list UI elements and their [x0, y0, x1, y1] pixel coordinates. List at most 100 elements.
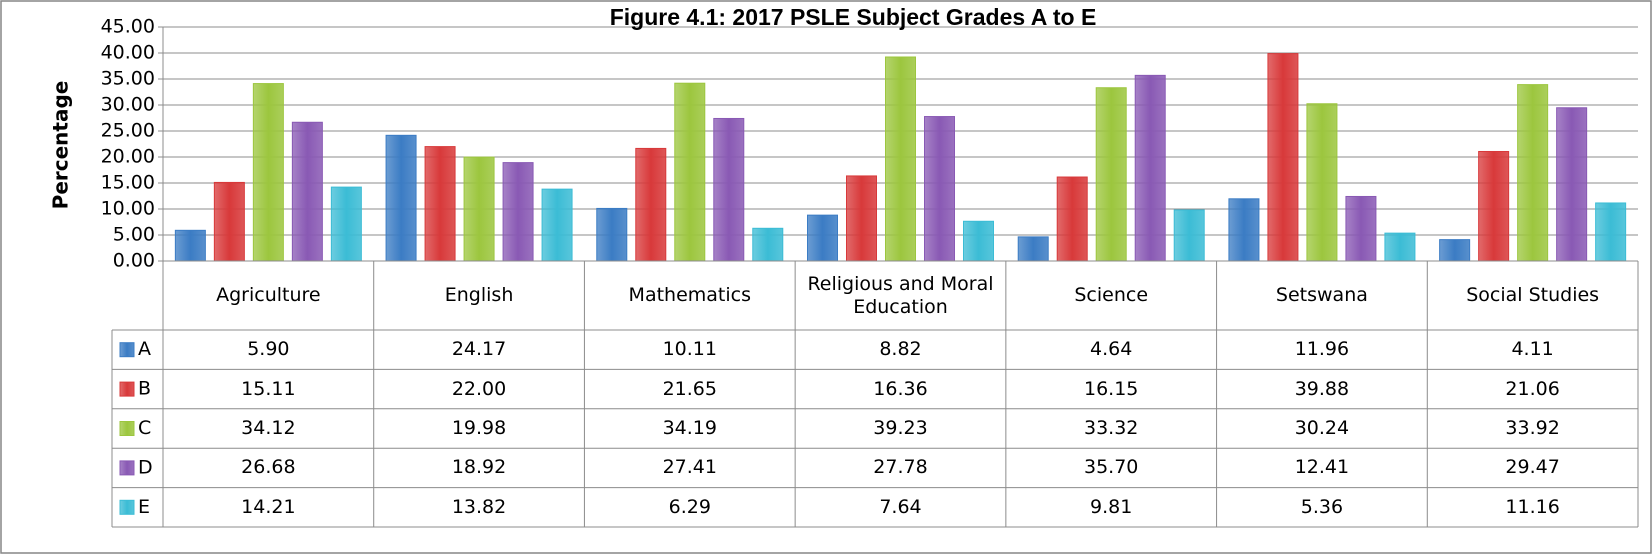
table-value: 8.82 — [879, 338, 922, 361]
y-tick-label: 20.00 — [101, 146, 155, 168]
table-value: 4.11 — [1511, 338, 1554, 361]
bar — [1556, 107, 1588, 262]
table-value: 19.98 — [451, 417, 507, 440]
bar — [1306, 103, 1338, 262]
bar — [674, 82, 706, 262]
table-value: 15.11 — [241, 377, 296, 400]
bar — [541, 188, 573, 262]
bar — [963, 220, 994, 262]
legend-key — [119, 499, 135, 515]
x-tick-label: Agriculture — [216, 284, 321, 307]
bar — [1345, 195, 1377, 262]
table-value: 33.32 — [1083, 417, 1139, 440]
legend-label: B — [138, 378, 151, 400]
bar — [174, 229, 206, 262]
bar — [596, 207, 628, 262]
table-value: 34.12 — [241, 417, 296, 440]
bar — [463, 156, 495, 262]
bar — [807, 214, 838, 262]
legend-label: E — [138, 496, 150, 518]
y-tick-label: 45.00 — [101, 16, 155, 38]
table-value: 12.41 — [1294, 456, 1350, 479]
table-value: 11.16 — [1505, 495, 1560, 518]
bar — [1267, 53, 1299, 262]
bar — [1478, 150, 1510, 262]
bar — [924, 116, 955, 262]
table-value: 18.92 — [451, 456, 507, 479]
table-value: 24.17 — [451, 338, 507, 361]
table-value: 35.70 — [1083, 456, 1139, 479]
bar — [252, 83, 284, 262]
y-tick-label: 10.00 — [101, 198, 155, 220]
bar — [1134, 74, 1166, 262]
table-value: 13.82 — [451, 495, 507, 518]
bar — [291, 121, 323, 262]
table-value: 9.81 — [1090, 495, 1133, 518]
legend-key — [119, 421, 135, 436]
bar — [1595, 202, 1627, 262]
bar — [635, 147, 667, 262]
bar — [1173, 209, 1205, 262]
table-value: 5.90 — [247, 338, 290, 361]
bar — [846, 175, 877, 262]
legend-key — [119, 460, 135, 476]
bar — [1056, 176, 1088, 262]
table-value: 21.06 — [1505, 377, 1560, 400]
bar — [330, 186, 362, 262]
bar — [502, 162, 534, 262]
table-value: 39.23 — [873, 417, 928, 440]
table-value: 26.68 — [241, 456, 296, 479]
bar — [424, 146, 456, 262]
y-tick-label: 5.00 — [113, 224, 155, 246]
table-value: 10.11 — [662, 338, 717, 361]
bar — [213, 181, 245, 262]
bar — [885, 56, 916, 262]
y-tick-label: 30.00 — [101, 94, 155, 116]
y-tick-label: 40.00 — [101, 42, 155, 64]
table-value: 34.19 — [662, 417, 717, 440]
y-tick-label: 15.00 — [101, 172, 155, 194]
bar — [1517, 84, 1549, 262]
chart-title: Figure 4.1: 2017 PSLE Subject Grades A t… — [610, 4, 1097, 30]
table-value: 33.92 — [1505, 417, 1560, 440]
table-value: 4.64 — [1090, 338, 1133, 361]
table-value: 16.15 — [1083, 377, 1139, 400]
legend-label: C — [138, 417, 151, 439]
legend-label: D — [138, 456, 153, 478]
bar — [1384, 232, 1416, 262]
legend-key — [119, 342, 135, 358]
table-value: 27.78 — [873, 456, 928, 479]
bar — [752, 227, 784, 262]
x-tick-label: English — [444, 284, 514, 307]
bar — [713, 117, 745, 262]
table-value: 30.24 — [1294, 417, 1350, 440]
table-value: 7.64 — [879, 495, 922, 518]
table-value: 14.21 — [241, 495, 296, 518]
y-tick-label: 25.00 — [101, 120, 155, 142]
legend-key — [119, 381, 135, 397]
table-value: 22.00 — [451, 377, 507, 400]
y-axis-title: Percentage — [49, 81, 73, 210]
table-value: 29.47 — [1505, 456, 1560, 479]
table-value: 5.36 — [1300, 495, 1344, 518]
table-value: 21.65 — [662, 377, 717, 400]
table-value: 39.88 — [1294, 377, 1350, 400]
legend-label: A — [138, 338, 151, 360]
x-tick-label: Setswana — [1275, 284, 1368, 307]
table-value: 11.96 — [1294, 338, 1350, 361]
x-tick-label: Social Studies — [1466, 284, 1600, 307]
y-tick-label: 0.00 — [113, 250, 155, 272]
bar — [1439, 239, 1471, 262]
bar — [1095, 87, 1127, 262]
x-tick-label: Mathematics — [628, 284, 751, 307]
x-tick-label: Science — [1074, 284, 1149, 307]
bar — [1228, 198, 1260, 262]
y-tick-label: 35.00 — [101, 68, 155, 90]
bar — [385, 134, 417, 262]
x-tick-label: Religious and Moral Education — [807, 272, 994, 318]
table-value: 27.41 — [662, 456, 717, 479]
table-value: 6.29 — [668, 495, 711, 518]
table-value: 16.36 — [873, 377, 928, 400]
